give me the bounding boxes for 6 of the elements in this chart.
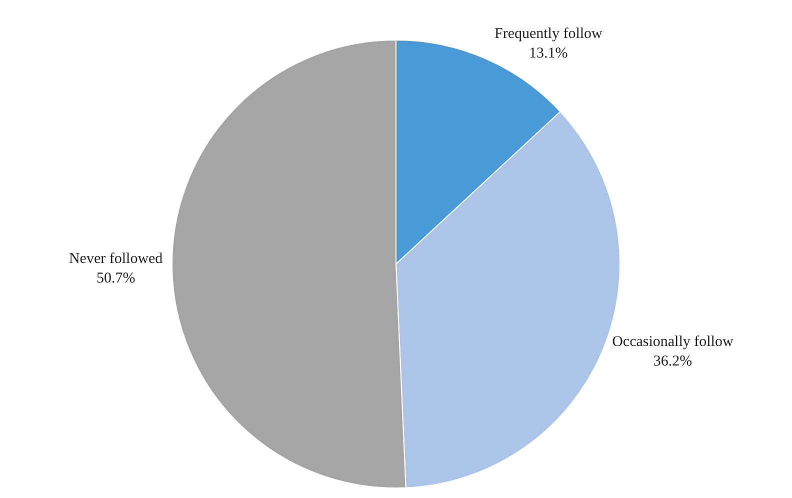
- data-label: 50.7%: [96, 270, 136, 287]
- data-label: 36.2%: [653, 353, 692, 370]
- data-label: 13.1%: [529, 46, 568, 62]
- slice-label: Frequently follow: [494, 26, 603, 42]
- slice-label: Never followed: [68, 251, 164, 268]
- slice-label: Occasionally follow: [612, 334, 734, 350]
